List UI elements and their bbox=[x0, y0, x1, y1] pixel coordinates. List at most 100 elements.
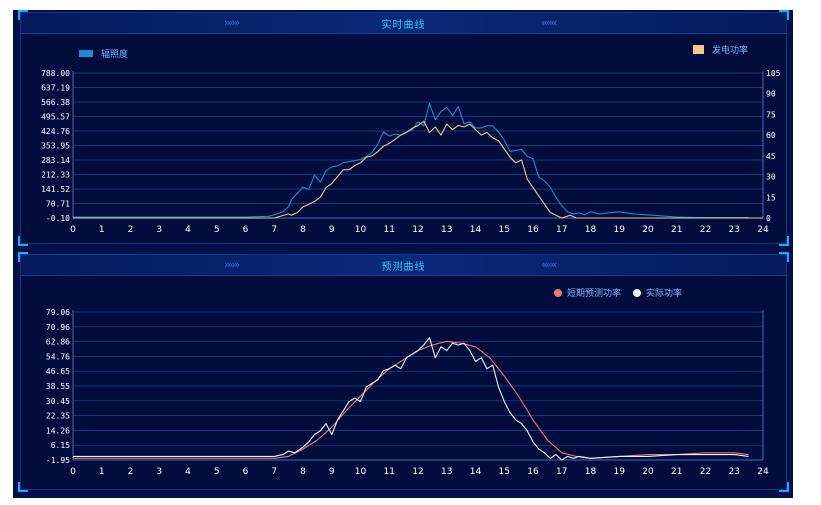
x-tick-label: 23 bbox=[729, 467, 740, 477]
x-tick-label: 2 bbox=[128, 225, 134, 235]
y-tick-label: 38.55 bbox=[46, 382, 70, 391]
x-tick-label: 7 bbox=[271, 225, 277, 235]
x-tick-label: 22 bbox=[700, 467, 711, 477]
x-tick-label: 12 bbox=[412, 467, 423, 477]
y-right-tick-label: 90 bbox=[766, 90, 776, 99]
y-left-tick-label: 141.52 bbox=[41, 185, 70, 194]
corner-decoration bbox=[18, 482, 28, 492]
y-left-tick-label: 495.57 bbox=[41, 113, 70, 122]
corner-decoration bbox=[18, 10, 28, 20]
y-right-tick-label: 15 bbox=[766, 193, 776, 202]
x-tick-label: 17 bbox=[556, 225, 567, 235]
x-tick-label: 17 bbox=[556, 467, 567, 477]
corner-decoration bbox=[779, 10, 789, 20]
legend-swatch bbox=[693, 45, 704, 54]
legend-dot bbox=[633, 288, 642, 297]
panel-header: ›››››› 实时曲线 ‹‹‹‹‹‹ bbox=[21, 13, 786, 34]
legend-label: 短期预测功率 bbox=[567, 289, 622, 299]
legend-label: 实际功率 bbox=[646, 289, 683, 299]
x-tick-label: 15 bbox=[499, 225, 510, 235]
legend-dot bbox=[554, 288, 562, 297]
legend-swatch bbox=[79, 50, 93, 57]
x-tick-label: 2 bbox=[128, 467, 134, 477]
y-tick-label: 14.26 bbox=[46, 426, 70, 435]
y-right-tick-label: 45 bbox=[766, 152, 776, 161]
y-tick-label: 30.45 bbox=[46, 397, 70, 406]
x-tick-label: 1 bbox=[99, 225, 105, 235]
chevron-left-icon: ‹‹‹‹‹‹ bbox=[541, 16, 557, 29]
legend-label: 辐照度 bbox=[101, 50, 129, 60]
y-tick-label: 54.76 bbox=[46, 352, 70, 361]
x-tick-label: 21 bbox=[671, 467, 682, 477]
x-tick-label: 23 bbox=[729, 225, 740, 235]
y-left-tick-label: 212.33 bbox=[41, 171, 70, 180]
chevron-right-icon: ›››››› bbox=[224, 258, 240, 271]
x-tick-label: 20 bbox=[642, 467, 654, 477]
y-tick-label: -1.95 bbox=[46, 456, 70, 465]
x-tick-label: 9 bbox=[329, 467, 335, 477]
chevron-left-icon: ‹‹‹‹‹‹ bbox=[541, 258, 557, 271]
x-tick-label: 18 bbox=[585, 225, 597, 235]
legend-power[interactable]: 发电功率 bbox=[693, 43, 748, 56]
x-tick-label: 24 bbox=[757, 467, 769, 477]
x-tick-label: 12 bbox=[412, 225, 423, 235]
chevron-right-icon: ›››››› bbox=[224, 16, 240, 29]
y-left-tick-label: 283.14 bbox=[41, 156, 70, 165]
panel-title: 实时曲线 bbox=[381, 20, 426, 31]
y-tick-label: 6.15 bbox=[51, 441, 70, 450]
corner-decoration bbox=[779, 252, 789, 262]
x-tick-label: 16 bbox=[527, 225, 539, 235]
x-tick-label: 5 bbox=[214, 225, 220, 235]
x-tick-label: 6 bbox=[243, 467, 249, 477]
y-left-tick-label: 353.95 bbox=[41, 142, 70, 151]
x-tick-label: 11 bbox=[384, 225, 395, 235]
realtime-curve-panel: ›››››› 实时曲线 ‹‹‹‹‹‹ 辐照度 发电功率 bbox=[18, 10, 789, 246]
x-tick-label: 8 bbox=[300, 225, 306, 235]
x-tick-label: 4 bbox=[185, 467, 191, 477]
actual-series-line bbox=[73, 337, 749, 461]
legend-label: 发电功率 bbox=[712, 46, 749, 56]
radiation-series-line bbox=[73, 102, 749, 219]
x-tick-label: 5 bbox=[214, 467, 220, 477]
forecast-series-line bbox=[73, 340, 749, 459]
y-tick-label: 22.35 bbox=[46, 412, 70, 421]
legend-forecast[interactable]: 短期预测功率 实际功率 bbox=[554, 286, 682, 299]
y-tick-label: 62.86 bbox=[46, 338, 70, 347]
y-left-tick-label: 637.19 bbox=[41, 84, 70, 93]
legend-radiation[interactable]: 辐照度 bbox=[79, 47, 128, 60]
y-right-tick-label: 105 bbox=[766, 69, 781, 78]
power-series-line bbox=[73, 120, 763, 219]
x-tick-label: 19 bbox=[614, 225, 626, 235]
x-tick-label: 15 bbox=[499, 467, 510, 477]
x-tick-label: 4 bbox=[185, 225, 191, 235]
panel-header: ›››››› 预测曲线 ‹‹‹‹‹‹ bbox=[21, 255, 786, 276]
x-tick-label: 11 bbox=[384, 467, 395, 477]
x-tick-label: 1 bbox=[99, 467, 105, 477]
y-left-tick-label: 70.71 bbox=[46, 200, 70, 209]
x-tick-label: 18 bbox=[585, 467, 597, 477]
forecast-curve-panel: ›››››› 预测曲线 ‹‹‹‹‹‹ 短期预测功率 实际功率 bbox=[18, 252, 789, 492]
corner-decoration bbox=[18, 252, 28, 262]
y-tick-label: 79.06 bbox=[46, 308, 70, 317]
x-tick-label: 19 bbox=[614, 467, 626, 477]
x-tick-label: 21 bbox=[671, 225, 682, 235]
y-tick-label: 70.96 bbox=[46, 323, 70, 332]
y-left-tick-label: 424.76 bbox=[41, 127, 70, 136]
y-left-tick-label: 788.00 bbox=[41, 69, 70, 78]
y-right-tick-label: 75 bbox=[766, 110, 776, 119]
x-tick-label: 6 bbox=[243, 225, 249, 235]
x-tick-label: 10 bbox=[355, 225, 367, 235]
x-tick-label: 16 bbox=[527, 467, 539, 477]
x-tick-label: 8 bbox=[300, 467, 306, 477]
corner-decoration bbox=[18, 236, 28, 246]
y-right-tick-label: 0 bbox=[766, 214, 771, 223]
x-tick-label: 3 bbox=[156, 225, 162, 235]
y-right-tick-label: 30 bbox=[766, 173, 776, 182]
x-tick-label: 22 bbox=[700, 225, 711, 235]
panel-title: 预测曲线 bbox=[381, 262, 426, 273]
x-tick-label: 13 bbox=[441, 225, 452, 235]
x-tick-label: 14 bbox=[470, 225, 482, 235]
y-tick-label: 46.65 bbox=[46, 367, 70, 376]
x-tick-label: 13 bbox=[441, 467, 452, 477]
